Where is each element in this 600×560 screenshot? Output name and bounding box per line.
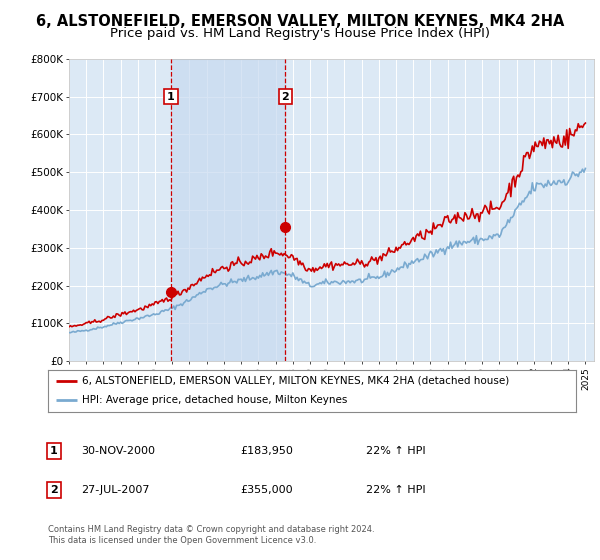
Text: 6, ALSTONEFIELD, EMERSON VALLEY, MILTON KEYNES, MK4 2HA (detached house): 6, ALSTONEFIELD, EMERSON VALLEY, MILTON … (82, 376, 509, 386)
Text: £183,950: £183,950 (240, 446, 293, 456)
Text: 6, ALSTONEFIELD, EMERSON VALLEY, MILTON KEYNES, MK4 2HA: 6, ALSTONEFIELD, EMERSON VALLEY, MILTON … (36, 14, 564, 29)
Text: 27-JUL-2007: 27-JUL-2007 (81, 485, 149, 495)
Text: 2: 2 (50, 485, 58, 495)
Text: 1: 1 (50, 446, 58, 456)
Bar (171, 59, 285, 361)
Text: Contains HM Land Registry data © Crown copyright and database right 2024.
This d: Contains HM Land Registry data © Crown c… (48, 525, 374, 545)
Text: 22% ↑ HPI: 22% ↑ HPI (366, 485, 425, 495)
Text: 30-NOV-2000: 30-NOV-2000 (81, 446, 155, 456)
Text: 22% ↑ HPI: 22% ↑ HPI (366, 446, 425, 456)
Text: 2: 2 (281, 92, 289, 101)
Text: Price paid vs. HM Land Registry's House Price Index (HPI): Price paid vs. HM Land Registry's House … (110, 27, 490, 40)
Text: HPI: Average price, detached house, Milton Keynes: HPI: Average price, detached house, Milt… (82, 395, 347, 405)
Text: £355,000: £355,000 (240, 485, 293, 495)
Text: 1: 1 (167, 92, 175, 101)
